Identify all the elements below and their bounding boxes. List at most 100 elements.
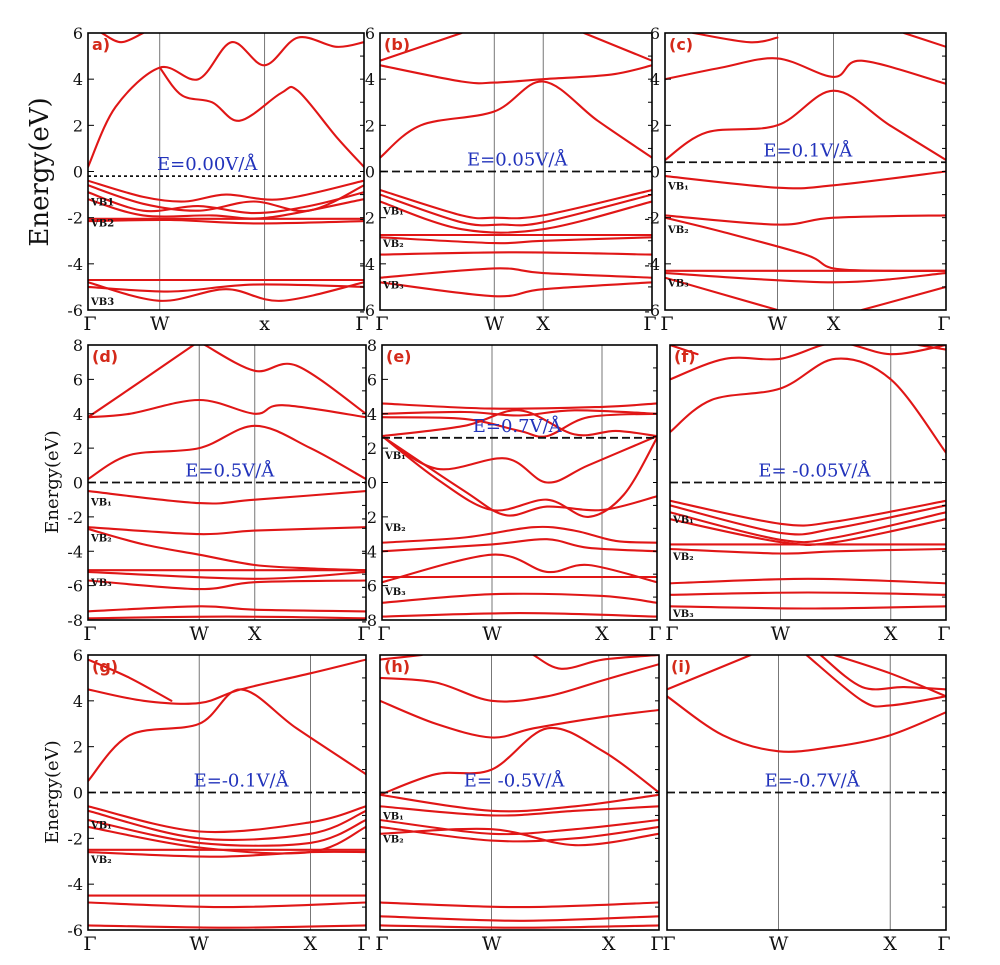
ytick-label-d-2: -4 (67, 542, 83, 561)
kpoint-label-a-3: Γ (355, 313, 368, 335)
ytick-label-c-5: 4 (650, 70, 660, 89)
band-g-11 (88, 924, 366, 929)
panel-label-c: (c) (669, 35, 693, 54)
band-a-0 (88, 36, 364, 168)
band-b-2 (380, 33, 463, 62)
vb-label-g-1: VB₂ (90, 855, 112, 866)
band-c-6 (665, 216, 946, 272)
band-b-0 (380, 80, 652, 159)
band-g-0 (88, 688, 366, 783)
band-h-4 (532, 655, 659, 670)
field-label-f: E= -0.05V/Å (758, 460, 871, 482)
band-a-1 (158, 66, 364, 168)
vb-label-f-1: VB₂ (672, 552, 694, 563)
band-i-4 (833, 655, 946, 698)
band-g-5 (88, 818, 366, 847)
band-a-10 (88, 283, 364, 293)
ytick-label-e-1: -6 (361, 577, 377, 596)
kpoint-label-f-3: Γ (937, 623, 950, 645)
field-label-d: E=0.5V/Å (185, 460, 275, 482)
ytick-label-g-5: 4 (73, 692, 83, 711)
band-c-1 (665, 57, 946, 85)
y-axis-label-row3: Energy(eV) (42, 740, 63, 843)
kpoint-label-b-2: X (536, 313, 550, 335)
band-b-1 (380, 64, 652, 85)
kpoint-label-i-0: Γ (662, 933, 675, 955)
band-b-11 (380, 281, 652, 298)
bands-e (382, 402, 657, 618)
ytick-label-a-5: 4 (73, 70, 83, 89)
kpoint-label-d-2: X (248, 623, 262, 645)
kpoint-label-e-0: Γ (377, 623, 390, 645)
kpoint-label-b-3: Γ (643, 313, 656, 335)
band-g-6 (88, 825, 366, 855)
ytick-label-g-4: 2 (73, 738, 83, 757)
ytick-label-c-2: -2 (644, 209, 660, 228)
band-g-8 (88, 850, 366, 858)
kpoint-label-i-2: X (883, 933, 897, 955)
band-d-0 (88, 424, 366, 481)
band-e-2 (382, 412, 657, 438)
band-h-1 (380, 699, 659, 739)
band-d-8 (88, 570, 366, 580)
bands-d (88, 345, 366, 620)
field-label-i: E=-0.7V/Å (765, 770, 861, 792)
vb-label-b-0: VB₁ (382, 207, 404, 218)
ytick-label-b-6: 6 (365, 24, 375, 43)
ytick-label-d-6: 4 (73, 405, 83, 424)
band-d-3 (203, 345, 366, 415)
ytick-label-a-4: 2 (73, 116, 83, 135)
panel-label-f: (f) (674, 347, 696, 366)
kpoint-label-c-0: Γ (660, 313, 673, 335)
kpoint-label-f-2: X (884, 623, 898, 645)
y-axis-label-row2: Energy(eV) (42, 430, 63, 533)
kpoint-label-d-1: W (189, 623, 209, 645)
band-d-10 (88, 605, 366, 613)
ytick-label-a-1: -4 (67, 255, 83, 274)
kpoint-label-d-0: Γ (83, 623, 96, 645)
band-e-12 (382, 612, 657, 618)
band-e-0 (382, 402, 657, 410)
kpoint-label-i-1: W (769, 933, 789, 955)
vb-label-d-2: VB₃ (90, 578, 112, 589)
band-g-10 (88, 901, 366, 909)
ytick-label-d-5: 2 (73, 439, 83, 458)
band-h-6 (380, 805, 659, 817)
vb-label-b-1: VB₂ (382, 239, 404, 250)
band-h-2 (380, 663, 659, 703)
ytick-label-b-2: -2 (359, 209, 375, 228)
band-h-12 (380, 924, 659, 929)
ytick-label-c-4: 2 (650, 116, 660, 135)
band-c-10 (860, 285, 946, 310)
ytick-label-e-4: 0 (367, 474, 377, 493)
vb-label-c-0: VB₁ (667, 181, 689, 192)
kpoint-label-c-1: W (768, 313, 788, 335)
vb-label-c-1: VB₂ (667, 225, 689, 236)
plot-frame-e (381, 344, 658, 621)
kpoint-label-i-3: Γ (937, 933, 950, 955)
field-label-c: E=0.1V/Å (763, 139, 853, 161)
kpoint-label-h-2: X (602, 933, 616, 955)
vb-label-d-0: VB₁ (90, 497, 112, 508)
band-i-1 (667, 655, 752, 691)
vb-label-e-1: VB₂ (384, 523, 406, 534)
band-b-4 (380, 188, 652, 220)
kpoint-label-h-3: Γ (650, 933, 663, 955)
band-f-9 (670, 547, 946, 555)
vb-label-f-2: VB₃ (672, 609, 694, 620)
band-g-4 (88, 809, 366, 841)
band-f-11 (670, 591, 946, 596)
panel-label-e: (e) (386, 347, 411, 366)
kpoint-label-c-2: X (827, 313, 841, 335)
band-e-7 (382, 525, 657, 544)
ytick-label-g-6: 6 (73, 646, 83, 665)
band-e-3 (382, 409, 657, 438)
ytick-label-d-0: -8 (67, 611, 83, 630)
field-label-h: E= -0.5V/Å (464, 770, 566, 792)
kpoint-label-g-3: Γ (357, 933, 370, 955)
vb-label-c-2: VB₃ (667, 278, 689, 289)
ytick-label-b-1: -4 (359, 255, 375, 274)
ytick-label-b-3: 0 (365, 163, 375, 182)
bands-g (88, 658, 366, 929)
